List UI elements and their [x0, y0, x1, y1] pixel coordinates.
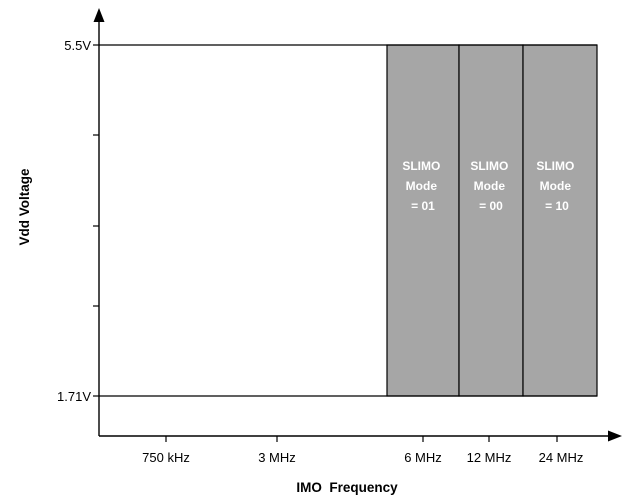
label-line: Mode — [406, 179, 438, 193]
x-label-6mhz: 6 MHz — [404, 450, 442, 465]
y-axis-title: Vdd Voltage — [17, 168, 32, 245]
y-label-min-voltage: 1.71V — [57, 389, 91, 404]
x-axis-arrowhead — [608, 430, 622, 442]
slimo-region-01-label: SLIMO Mode = 01 — [402, 159, 443, 213]
x-axis-title: IMO Frequency — [296, 480, 398, 495]
y-axis-arrowhead — [93, 8, 105, 22]
x-label-750khz: 750 kHz — [142, 450, 190, 465]
label-line: Mode — [540, 179, 572, 193]
slimo-region-01 — [386, 44, 460, 397]
label-line: Mode — [474, 179, 506, 193]
x-label-24mhz: 24 MHz — [539, 450, 584, 465]
x-label-12mhz: 12 MHz — [467, 450, 512, 465]
label-line: = 10 — [545, 199, 569, 213]
label-line: SLIMO — [402, 159, 440, 173]
label-line: SLIMO — [470, 159, 508, 173]
y-label-max-voltage: 5.5V — [64, 38, 91, 53]
label-line: SLIMO — [536, 159, 574, 173]
slimo-region-10-label: SLIMO Mode = 10 — [536, 159, 577, 213]
slimo-region-10 — [522, 44, 598, 397]
x-label-3mhz: 3 MHz — [258, 450, 296, 465]
label-line: = 01 — [411, 199, 435, 213]
slimo-region-00 — [458, 44, 524, 397]
label-line: = 00 — [479, 199, 503, 213]
slimo-region-00-label: SLIMO Mode = 00 — [470, 159, 511, 213]
